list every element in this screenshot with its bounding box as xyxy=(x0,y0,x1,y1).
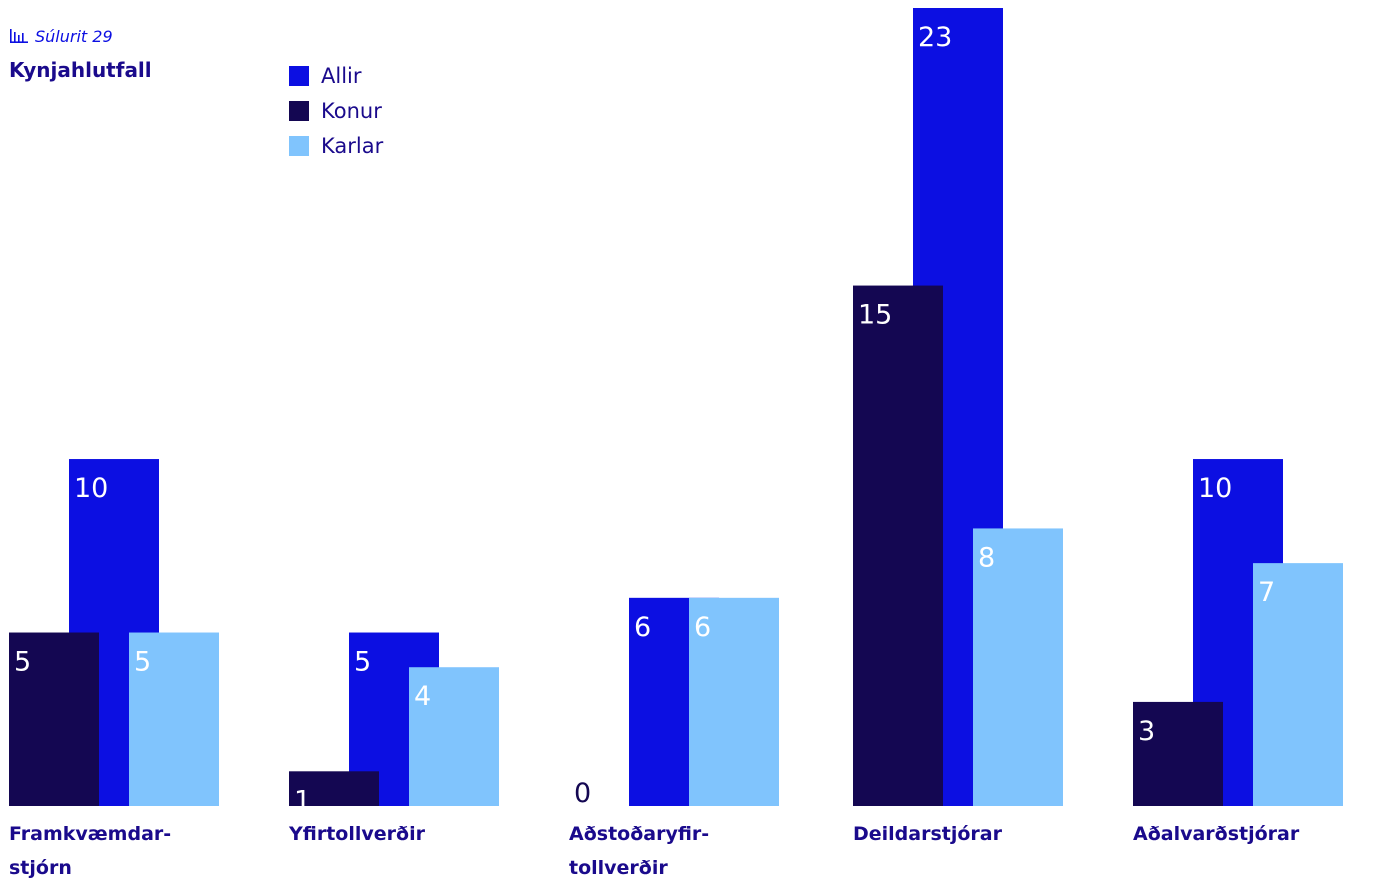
bar-konur-framkvaemdarstjorn xyxy=(9,632,99,806)
data-label-konur-yfirtollverdir: 1 xyxy=(294,785,311,816)
chart-caption: Súlurit 29 xyxy=(9,25,113,47)
legend-label-karlar: Karlar xyxy=(321,133,384,158)
legend-item-konur: Konur xyxy=(289,93,383,128)
legend-label-allir: Allir xyxy=(321,63,362,88)
legend-item-allir: Allir xyxy=(289,58,383,93)
legend-swatch-karlar xyxy=(289,135,309,156)
bar-konur-yfirtollverdir xyxy=(289,771,379,806)
category-label-adalvardstjorar-line1: Aðalvarðstjórar xyxy=(1133,823,1300,845)
data-label-konur-deildarstjorar: 15 xyxy=(858,300,892,331)
bar-karlar-adstodaryfirtollverdir xyxy=(689,597,779,806)
legend-swatch-allir xyxy=(289,65,309,86)
bar-karlar-deildarstjorar xyxy=(973,528,1063,806)
data-label-konur-adalvardstjorar: 3 xyxy=(1138,716,1155,747)
category-label-deildarstjorar-line1: Deildarstjórar xyxy=(853,823,1003,845)
category-label-framkvaemdarstjorn-line1: Framkvæmdar- xyxy=(9,823,171,845)
bar-karlar-yfirtollverdir xyxy=(409,667,499,806)
category-label-framkvaemdarstjorn-line2: stjórn xyxy=(9,857,72,879)
data-label-karlar-adstodaryfirtollverdir: 6 xyxy=(694,612,711,643)
category-label-adstodaryfirtollverdir-line1: Aðstoðaryfir- xyxy=(569,823,709,845)
data-label-karlar-framkvaemdarstjorn: 5 xyxy=(134,647,151,678)
chart-legend: Allir Konur Karlar xyxy=(289,58,383,163)
legend-item-karlar: Karlar xyxy=(289,128,383,163)
legend-label-konur: Konur xyxy=(321,98,382,123)
data-label-allir-framkvaemdarstjorn: 10 xyxy=(74,473,108,504)
data-label-konur-adstodaryfirtollverdir: 0 xyxy=(574,778,591,809)
category-label-yfirtollverdir-line1: Yfirtollverðir xyxy=(288,823,426,845)
legend-swatch-konur xyxy=(289,100,309,121)
data-label-allir-yfirtollverdir: 5 xyxy=(354,647,371,678)
data-label-karlar-yfirtollverdir: 4 xyxy=(414,681,431,712)
data-label-allir-adalvardstjorar: 10 xyxy=(1198,473,1232,504)
bar-konur-deildarstjorar xyxy=(853,285,943,807)
bar-chart-icon xyxy=(10,29,28,43)
data-label-karlar-adalvardstjorar: 7 xyxy=(1258,577,1275,608)
bar-karlar-adalvardstjorar xyxy=(1253,563,1343,806)
data-label-allir-adstodaryfirtollverdir: 6 xyxy=(634,612,651,643)
bar-karlar-framkvaemdarstjorn xyxy=(129,632,219,806)
chart-title: Kynjahlutfall xyxy=(9,58,152,82)
bar-konur-adalvardstjorar xyxy=(1133,701,1223,806)
data-label-allir-deildarstjorar: 23 xyxy=(918,22,952,53)
category-label-adstodaryfirtollverdir-line2: tollverðir xyxy=(569,857,668,879)
data-label-konur-framkvaemdarstjorn: 5 xyxy=(14,647,31,678)
caption-label: Súlurit 29 xyxy=(35,26,113,46)
data-label-karlar-deildarstjorar: 8 xyxy=(978,542,995,573)
